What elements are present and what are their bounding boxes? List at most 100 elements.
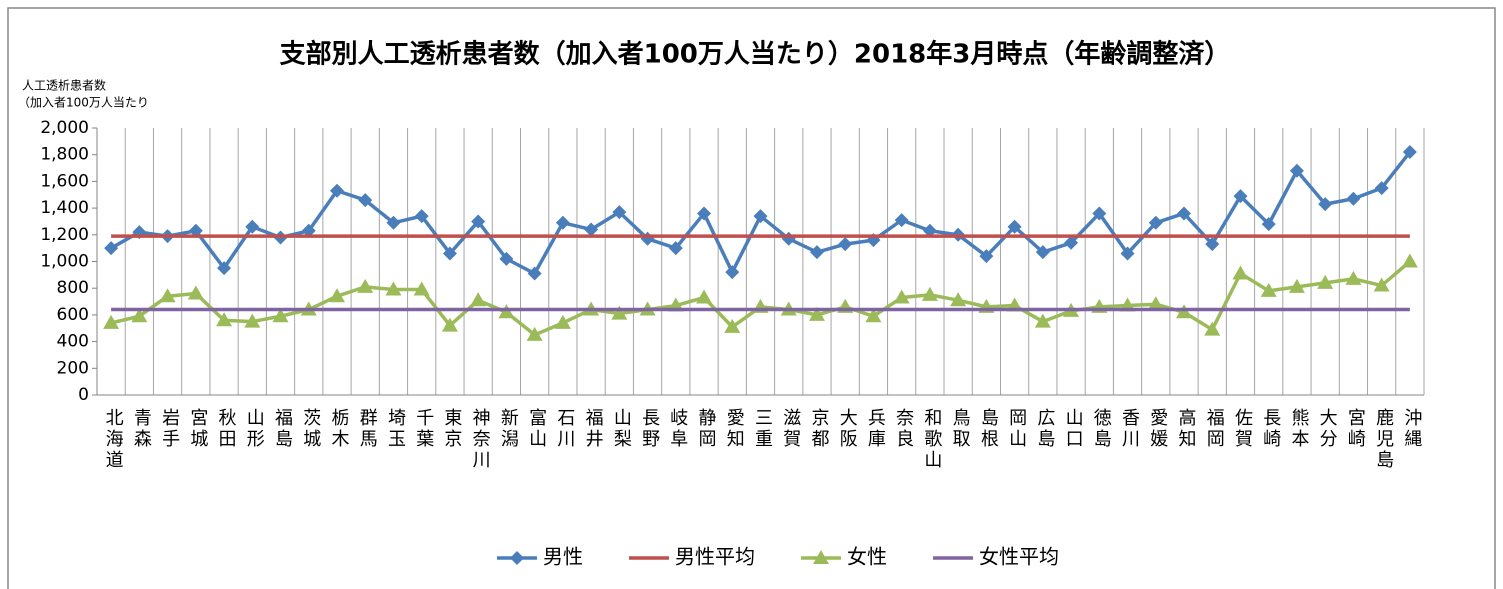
marker [1233, 189, 1248, 204]
marker [187, 285, 204, 300]
y-tick-label: 1,800 [40, 145, 89, 165]
x-tick-label: 茨城 [300, 408, 321, 450]
x-tick-label: 山梨 [611, 408, 632, 450]
x-tick-label: 新潟 [498, 408, 519, 450]
x-tick-label: 青森 [131, 408, 152, 450]
marker [1288, 278, 1305, 293]
marker [809, 245, 824, 260]
marker [808, 306, 825, 321]
marker [385, 281, 402, 296]
y-tick-label: 1,200 [40, 225, 89, 245]
marker [697, 206, 712, 221]
x-tick-label: 滋賀 [780, 408, 801, 450]
marker [922, 223, 937, 238]
marker [1261, 217, 1276, 232]
legend-label: 女性平均 [979, 545, 1059, 569]
x-tick-label: 愛知 [724, 408, 745, 450]
marker [1317, 274, 1334, 289]
marker [414, 209, 429, 224]
x-tick-label: 岐阜 [667, 408, 688, 450]
marker [1232, 265, 1249, 280]
marker [724, 318, 741, 333]
marker [216, 312, 233, 327]
legend-marker [510, 551, 524, 565]
x-tick-label: 愛媛 [1147, 408, 1168, 450]
marker [328, 288, 345, 303]
x-tick-label: 佐賀 [1232, 408, 1253, 450]
x-tick-label: 香川 [1119, 408, 1140, 450]
marker [894, 213, 909, 228]
x-tick-label: 大分 [1317, 408, 1338, 450]
y-axis-title: 人工透析患者数 [22, 78, 106, 93]
marker [441, 317, 458, 332]
x-tick-label: 兵庫 [865, 408, 886, 450]
marker [358, 193, 373, 208]
marker [272, 308, 289, 323]
marker [1402, 145, 1417, 160]
marker [555, 215, 570, 230]
x-tick-label: 神奈川 [470, 408, 491, 471]
marker [159, 288, 176, 303]
series-line [110, 260, 1412, 337]
marker [386, 215, 401, 230]
y-tick-label: 0 [78, 385, 89, 405]
x-tick-label: 鳥取 [950, 408, 971, 450]
x-tick-label: 福島 [272, 408, 293, 450]
marker [696, 289, 713, 304]
x-tick-label: 福岡 [1204, 408, 1225, 450]
x-tick-label: 山形 [244, 408, 265, 450]
legend-label: 男性平均 [675, 545, 755, 569]
y-tick-label: 800 [57, 278, 89, 298]
marker [357, 278, 374, 293]
marker [1346, 191, 1361, 206]
x-tick-label: 岩手 [159, 408, 180, 450]
marker [1148, 215, 1163, 230]
x-tick-label: 栃木 [328, 408, 349, 450]
legend-item: 女性平均 [933, 545, 1059, 569]
marker [1035, 245, 1050, 260]
x-tick-label: 広島 [1034, 408, 1055, 450]
legend-label: 女性 [847, 545, 887, 569]
marker [1177, 206, 1192, 221]
x-tick-label: 徳島 [1091, 408, 1112, 450]
x-tick-label: 鹿児島 [1373, 408, 1394, 471]
marker [470, 292, 487, 307]
x-tick-label: 熊本 [1288, 408, 1309, 450]
marker [1401, 253, 1418, 268]
marker [584, 222, 599, 237]
x-tick-label: 富山 [526, 408, 547, 450]
marker [1260, 282, 1277, 297]
marker [301, 223, 316, 238]
marker [893, 289, 910, 304]
x-tick-label: 千葉 [413, 408, 434, 450]
x-tick-label: 長野 [639, 408, 660, 450]
x-tick-label: 大阪 [837, 408, 858, 450]
legend-item: 女性 [801, 545, 887, 569]
marker [217, 261, 232, 276]
marker [1374, 181, 1389, 196]
marker [526, 326, 543, 341]
x-tick-label: 宮崎 [1345, 408, 1366, 450]
marker [612, 205, 627, 220]
legend-item: 男性平均 [629, 545, 755, 569]
x-tick-label: 福井 [583, 408, 604, 450]
marker [1007, 219, 1022, 234]
marker [611, 305, 628, 320]
marker [329, 183, 344, 198]
marker [413, 281, 430, 296]
marker [725, 265, 740, 280]
marker [1289, 163, 1304, 178]
marker [104, 241, 119, 256]
x-tick-label: 和歌山 [921, 408, 942, 471]
marker [1092, 206, 1107, 221]
marker [1120, 246, 1135, 261]
marker [838, 237, 853, 252]
marker [1318, 197, 1333, 212]
marker [244, 313, 261, 328]
x-tick-label: 京都 [808, 408, 829, 450]
chart-frame [7, 7, 1496, 589]
x-tick-label: 高知 [1176, 408, 1197, 450]
x-tick-label: 岡山 [1006, 408, 1027, 450]
marker [979, 249, 994, 264]
x-tick-label: 島根 [978, 408, 999, 450]
